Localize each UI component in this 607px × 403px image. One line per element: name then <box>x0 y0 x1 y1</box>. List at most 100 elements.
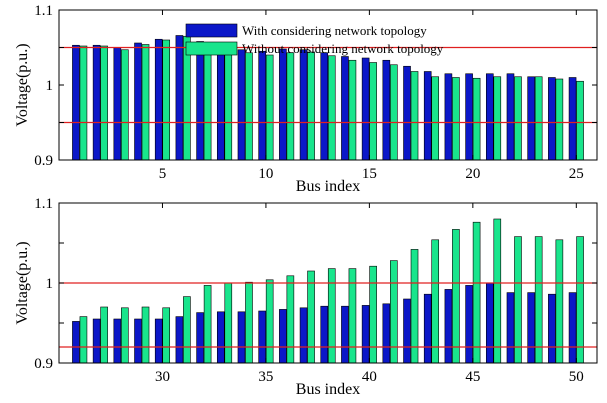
bar-series2-bus-5 <box>162 39 171 161</box>
bar-series1-bus-26 <box>72 321 80 364</box>
bar-series2-bus-35 <box>265 279 274 364</box>
bar-series1-bus-50 <box>568 292 577 364</box>
bar-series1-bus-13 <box>320 52 329 161</box>
legend: With considering network topology Without… <box>185 23 444 56</box>
bar-series1-bus-43 <box>423 293 432 364</box>
bottom-chart-panel: 0.9 1 1.1 30 35 40 45 50 Bus index Voltage(p.u.) <box>14 196 598 398</box>
bar-series1-bus-11 <box>279 48 287 161</box>
bar-series2-bus-49 <box>555 239 564 364</box>
bar-series1-bus-18 <box>423 71 432 161</box>
bar-series1-bus-9 <box>237 49 246 161</box>
bar-series1-bus-21 <box>485 73 494 161</box>
bar-series2-bus-42 <box>410 249 419 364</box>
x-tick-label: 10 <box>258 166 273 182</box>
bar-series2-bus-25 <box>576 80 584 161</box>
bar-series1-bus-30 <box>154 318 163 364</box>
bar-series1-bus-20 <box>465 73 473 161</box>
legend-swatch-series2 <box>185 41 238 56</box>
bar-series1-bus-1 <box>72 44 80 161</box>
bar-series2-bus-23 <box>534 76 543 161</box>
top-chart-panel: 0.9 1 1.1 5 10 15 20 25 Bus index Voltage(p.u.) Wi… <box>14 3 598 195</box>
x-tick-label: 5 <box>159 166 167 182</box>
bar-series2-bus-7 <box>203 42 212 161</box>
bar-series2-bus-44 <box>452 229 460 364</box>
bar-series2-bus-11 <box>286 52 295 161</box>
bar-series1-bus-25 <box>568 77 577 161</box>
bar-series1-bus-17 <box>403 65 411 161</box>
bar-series1-bus-22 <box>506 73 515 161</box>
bar-series2-bus-16 <box>390 64 398 161</box>
bar-series1-bus-45 <box>465 285 473 364</box>
bar-series1-bus-32 <box>196 312 204 364</box>
y-tick-label: 0.9 <box>34 356 53 372</box>
x-tick-label: 25 <box>569 166 584 182</box>
bar-series1-bus-19 <box>444 73 453 161</box>
legend-swatch-series1 <box>185 23 238 38</box>
bar-series2-bus-36 <box>286 275 295 364</box>
bar-series2-bus-29 <box>141 306 150 364</box>
bar-series1-bus-29 <box>134 318 142 364</box>
bar-series1-bus-24 <box>548 77 556 161</box>
bar-series2-bus-27 <box>100 306 108 364</box>
bar-series1-bus-39 <box>341 305 349 364</box>
bar-series1-bus-28 <box>113 318 122 364</box>
bar-series2-bus-26 <box>79 316 88 364</box>
bar-series1-bus-46 <box>485 282 494 364</box>
bar-series2-bus-50 <box>576 236 584 364</box>
bar-series2-bus-47 <box>514 236 522 364</box>
bar-series1-bus-7 <box>196 41 204 161</box>
bar-series1-bus-8 <box>216 47 225 161</box>
bar-series1-bus-47 <box>506 292 515 364</box>
bar-series1-bus-49 <box>548 293 556 364</box>
bar-series1-bus-5 <box>154 38 163 161</box>
x-tick-label: 20 <box>465 166 480 182</box>
bar-series1-bus-36 <box>279 309 287 364</box>
y-axis-label: Voltage(p.u.) <box>14 43 31 126</box>
bar-series1-bus-40 <box>361 305 370 364</box>
bar-series2-bus-10 <box>265 54 274 161</box>
x-tick-label: 50 <box>569 369 584 385</box>
y-tick-label: 1.1 <box>34 3 53 19</box>
bar-series2-bus-31 <box>183 296 191 364</box>
bar-series2-bus-15 <box>369 62 377 161</box>
bar-series2-bus-24 <box>555 78 564 161</box>
bar-series2-bus-2 <box>100 45 108 161</box>
bar-series2-bus-12 <box>307 51 315 161</box>
bar-series2-bus-22 <box>514 76 522 161</box>
bar-series2-bus-21 <box>493 76 502 161</box>
bar-series2-bus-30 <box>162 307 171 364</box>
bar-series1-bus-35 <box>258 310 266 364</box>
bar-series2-bus-4 <box>141 44 150 161</box>
bar-series1-bus-34 <box>237 311 246 364</box>
bar-series2-bus-20 <box>472 77 481 161</box>
y-tick-label: 1 <box>46 276 54 292</box>
x-tick-label: 15 <box>362 166 377 182</box>
bar-series1-bus-48 <box>527 292 535 364</box>
x-tick-label: 35 <box>258 369 273 385</box>
legend-label-series1: With considering network topology <box>242 23 427 38</box>
bar-series1-bus-42 <box>403 298 411 364</box>
bar-series2-bus-3 <box>121 49 129 161</box>
bar-series2-bus-13 <box>327 55 336 161</box>
bar-series2-bus-28 <box>121 307 129 364</box>
bar-series1-bus-10 <box>258 50 266 161</box>
bar-series1-bus-27 <box>92 318 101 364</box>
bar-series2-bus-34 <box>245 281 253 364</box>
y-tick-label: 1.1 <box>34 196 53 212</box>
x-axis-label: Bus index <box>296 178 360 195</box>
bar-series2-bus-9 <box>245 52 253 161</box>
bar-series1-bus-4 <box>134 42 142 161</box>
y-tick-label: 0.9 <box>34 153 53 169</box>
bar-series2-bus-14 <box>348 59 357 161</box>
bar-series2-bus-41 <box>390 260 398 364</box>
bar-series2-bus-40 <box>369 265 377 364</box>
bar-series1-bus-2 <box>92 44 101 161</box>
bar-series2-bus-8 <box>224 49 233 161</box>
y-tick-label: 1 <box>46 78 54 94</box>
bar-series2-bus-37 <box>307 270 315 364</box>
x-tick-label: 45 <box>465 369 480 385</box>
x-tick-label: 30 <box>155 369 170 385</box>
bar-series1-bus-3 <box>113 47 122 161</box>
bar-series2-bus-45 <box>472 221 481 364</box>
